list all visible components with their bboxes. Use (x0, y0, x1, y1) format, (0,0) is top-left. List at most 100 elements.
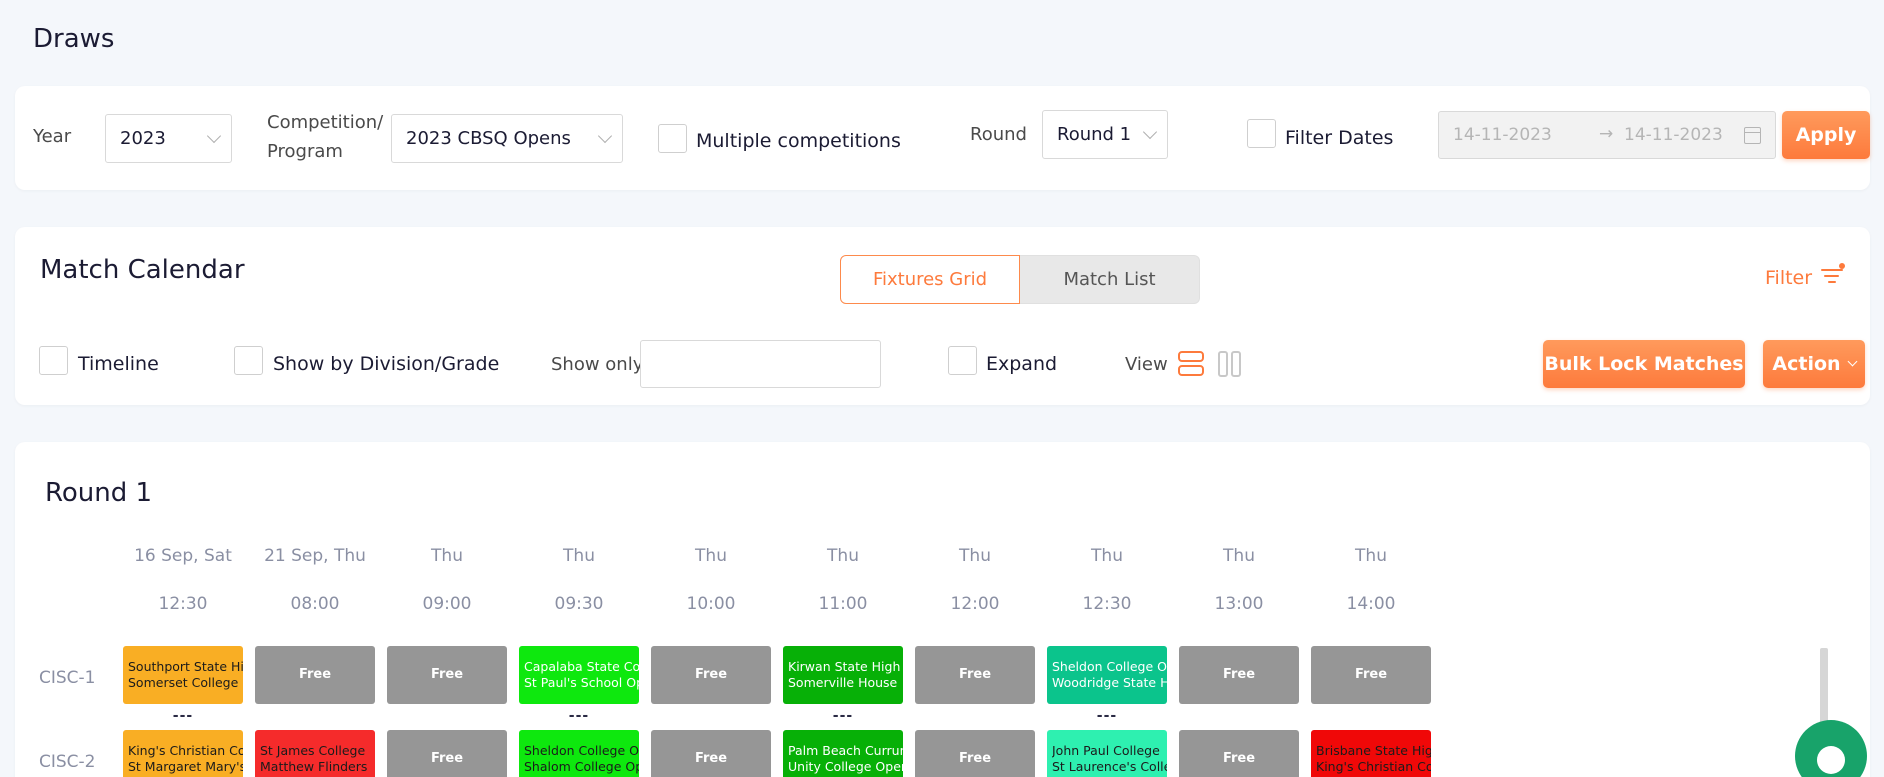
free-slot[interactable]: Free (915, 646, 1035, 704)
date-from[interactable]: 14-11-2023 (1453, 125, 1552, 145)
free-slot[interactable]: Free (1179, 646, 1299, 704)
home-team: St James College (260, 743, 366, 758)
row-label: CISC-2 (39, 752, 96, 772)
match-cell[interactable]: Sheldon College OpenWoodridge State High (1047, 646, 1167, 704)
free-slot-label: Free (430, 751, 464, 766)
year-select[interactable]: 2023 (105, 114, 232, 163)
timeline-checkbox[interactable] (39, 346, 68, 375)
competition-label-line2: Program (267, 141, 343, 162)
column-time: 09:00 (422, 594, 472, 614)
vertical-scrollbar[interactable] (1820, 648, 1828, 777)
free-slot[interactable]: Free (387, 646, 507, 704)
timeline-label: Timeline (78, 353, 159, 375)
match-link-dashes: --- (568, 708, 590, 724)
free-slot[interactable]: Free (651, 646, 771, 704)
match-calendar-title: Match Calendar (40, 255, 245, 285)
free-slot-label: Free (694, 751, 728, 766)
match-link-dashes: --- (832, 708, 854, 724)
column-time: 14:00 (1346, 594, 1396, 614)
row-label: CISC-1 (39, 668, 96, 688)
free-slot[interactable]: Free (387, 730, 507, 777)
column-day: 16 Sep, Sat (134, 546, 232, 566)
free-slot[interactable]: Free (1179, 730, 1299, 777)
column-day: Thu (563, 546, 595, 566)
match-cell[interactable]: Southport State HighSomerset College (123, 646, 243, 704)
multiple-competitions-checkbox[interactable] (658, 124, 687, 153)
apply-button[interactable]: Apply (1782, 111, 1870, 159)
filter-bar: Year 2023 Competition/ Program 2023 CBSQ… (15, 86, 1870, 190)
expand-checkbox[interactable] (948, 346, 977, 375)
column-time: 10:00 (686, 594, 736, 614)
away-team: King's Christian College (1316, 759, 1431, 774)
free-slot-label: Free (1222, 751, 1256, 766)
action-button[interactable]: Action (1763, 340, 1865, 388)
home-team: Capalaba State College (524, 659, 639, 674)
match-link-dashes: --- (1096, 708, 1118, 724)
round-value: Round 1 (1057, 124, 1132, 145)
calendar-icon (1744, 127, 1761, 144)
tab-match-list[interactable]: Match List (1020, 255, 1200, 304)
round-label: Round (970, 124, 1027, 145)
free-slot[interactable]: Free (651, 730, 771, 777)
chat-icon[interactable] (1795, 720, 1867, 777)
away-team: Shalom College Open (524, 759, 639, 774)
free-slot[interactable]: Free (255, 646, 375, 704)
filter-link[interactable]: Filter (1765, 267, 1813, 289)
free-slot-label: Free (1354, 667, 1388, 682)
page-title: Draws (33, 24, 115, 54)
competition-value: 2023 CBSQ Opens (406, 128, 571, 149)
away-team: Somerville House (788, 675, 898, 690)
free-slot[interactable]: Free (1311, 646, 1431, 704)
competition-label-line1: Competition/ (267, 112, 384, 133)
column-day: 21 Sep, Thu (264, 546, 366, 566)
round-select[interactable]: Round 1 (1042, 110, 1168, 159)
away-team: St Laurence's College (1052, 759, 1167, 774)
column-day: Thu (695, 546, 727, 566)
match-calendar-panel: Match Calendar Fixtures Grid Match List … (15, 227, 1870, 405)
date-to[interactable]: 14-11-2023 (1624, 125, 1723, 145)
show-by-division-checkbox[interactable] (234, 346, 263, 375)
column-time: 13:00 (1214, 594, 1264, 614)
bulk-lock-matches-button[interactable]: Bulk Lock Matches (1543, 340, 1745, 388)
multiple-competitions-label: Multiple competitions (696, 130, 901, 152)
free-slot-label: Free (958, 751, 992, 766)
chevron-down-icon (1142, 124, 1158, 140)
chevron-down-icon (597, 128, 613, 144)
year-value: 2023 (120, 128, 166, 149)
free-slot[interactable]: Free (915, 730, 1035, 777)
match-cell[interactable]: Palm Beach CurrumbinUnity College Open (783, 730, 903, 777)
arrow-right-icon: → (1599, 124, 1614, 144)
date-range-picker[interactable]: 14-11-2023 → 14-11-2023 (1438, 111, 1776, 159)
year-label: Year (33, 126, 72, 147)
column-time: 08:00 (290, 594, 340, 614)
rows-view-icon[interactable] (1178, 351, 1204, 379)
filter-dates-label: Filter Dates (1285, 127, 1394, 149)
action-label: Action (1772, 353, 1841, 375)
competition-select[interactable]: 2023 CBSQ Opens (391, 114, 623, 163)
filter-icon[interactable] (1821, 263, 1845, 287)
tab-fixtures-grid[interactable]: Fixtures Grid (840, 255, 1020, 304)
away-team: Unity College Open (788, 759, 903, 774)
match-cell[interactable]: St James College Matthew Flinders (255, 730, 375, 777)
columns-view-icon[interactable] (1218, 351, 1244, 379)
filter-dates-checkbox[interactable] (1247, 119, 1276, 148)
chevron-down-icon (206, 128, 222, 144)
view-label: View (1125, 354, 1168, 375)
column-time: 12:30 (158, 594, 208, 614)
free-slot-label: Free (430, 667, 464, 682)
away-team: St Paul's School Open (524, 675, 639, 690)
home-team: Brisbane State High (1316, 743, 1431, 758)
column-time: 09:30 (554, 594, 604, 614)
free-slot-label: Free (958, 667, 992, 682)
chevron-down-icon (1847, 356, 1858, 367)
match-cell[interactable]: Sheldon College OpenShalom College Open (519, 730, 639, 777)
free-slot-label: Free (298, 667, 332, 682)
show-only-input[interactable] (640, 340, 881, 388)
match-cell[interactable]: Kirwan State High Somerville House (783, 646, 903, 704)
show-only-label: Show only (551, 354, 644, 375)
column-day: Thu (827, 546, 859, 566)
